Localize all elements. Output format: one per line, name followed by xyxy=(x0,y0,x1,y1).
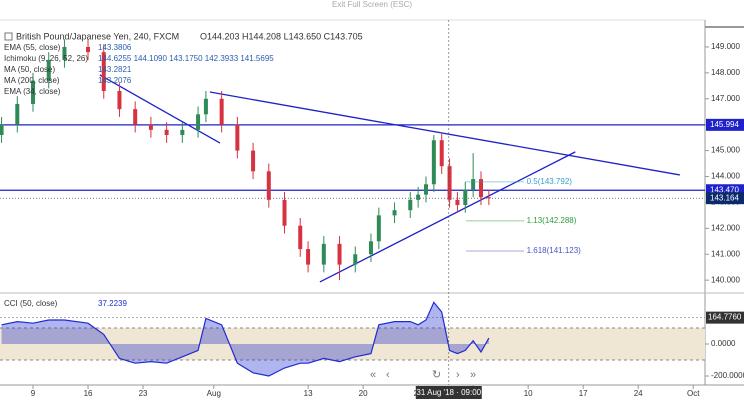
last-price-box xyxy=(706,192,744,205)
y-tick-label: 147.000 xyxy=(711,94,740,103)
candle-body xyxy=(368,241,373,255)
candle-body xyxy=(117,90,122,110)
candle-body xyxy=(298,225,303,250)
candle-body xyxy=(376,215,381,242)
candle-body xyxy=(353,254,358,265)
candle-body xyxy=(439,140,444,167)
indicator-name: EMA (55, close) xyxy=(4,43,61,52)
indicator-value: 143.2821 xyxy=(98,65,132,74)
indicator-value: 143.2076 xyxy=(98,76,132,85)
candle-body xyxy=(62,46,67,60)
x-tick-label: 24 xyxy=(634,389,643,398)
candle-body xyxy=(0,124,4,136)
cci-marker-label: 164.7760 xyxy=(708,313,742,322)
candle-body xyxy=(431,140,436,185)
candle-body xyxy=(337,243,342,265)
candle-body xyxy=(219,98,224,125)
y-tick-label: 148.000 xyxy=(711,68,740,77)
candle-body xyxy=(321,243,326,265)
candle-body xyxy=(392,210,397,216)
candle-body xyxy=(203,98,208,115)
candle-body xyxy=(15,103,20,125)
candle-body xyxy=(196,114,201,130)
nav-first[interactable]: « xyxy=(370,369,376,381)
trend-line xyxy=(209,91,680,176)
x-tick-label: 23 xyxy=(139,389,148,398)
cci-line xyxy=(1,301,490,377)
candle-body xyxy=(486,197,491,199)
candle-body xyxy=(416,194,421,200)
y-tick-label: 149.000 xyxy=(711,42,740,51)
crosshair-label: 31 Aug '18 · 09:00 xyxy=(416,388,481,397)
fib-label: 1.618(141.123) xyxy=(527,246,582,255)
cci-tick-label: 0.0000 xyxy=(711,339,736,348)
y-tick-label: 144.000 xyxy=(711,172,740,181)
y-tick-label: 145.000 xyxy=(711,146,740,155)
candle-body xyxy=(46,59,51,81)
fib-label: 1.13(142.288) xyxy=(527,216,577,225)
cci-pane: 0.0000 -200.0000 164.7760 xyxy=(0,301,744,380)
y-tick-label: 142.000 xyxy=(711,223,740,232)
cci-marker-box xyxy=(706,311,744,324)
candle-body xyxy=(423,184,428,195)
candle-body xyxy=(86,46,91,53)
candle-body xyxy=(266,171,271,200)
candle-body xyxy=(148,124,153,130)
candle-body xyxy=(447,166,452,200)
x-tick-label: 16 xyxy=(84,389,93,398)
cci-title: CCI (50, close) xyxy=(4,299,58,308)
last-price-label: 143.164 xyxy=(710,193,739,202)
level-label: 145.994 xyxy=(710,120,739,129)
nav-next[interactable]: › xyxy=(456,369,460,381)
collapse-icon[interactable] xyxy=(4,32,13,41)
candle-body xyxy=(251,150,256,172)
cci-value: 37.2239 xyxy=(98,299,127,308)
candle-body xyxy=(282,199,287,226)
indicator-name: MA (200, close) xyxy=(4,76,60,85)
fib-label: 0.5(143.792) xyxy=(527,177,573,186)
candle-body xyxy=(455,199,460,206)
candle-body xyxy=(133,109,138,125)
candle-body xyxy=(31,80,36,104)
candle-body xyxy=(306,249,311,265)
candle-body xyxy=(101,52,106,91)
candle-body xyxy=(235,124,240,151)
indicator-value: 143.3806 xyxy=(98,43,132,52)
x-tick-label: Aug xyxy=(207,389,221,398)
indicator-name: MA (50, close) xyxy=(4,65,55,74)
exit-fullscreen[interactable]: Exit Full Screen (ESC) xyxy=(332,0,412,9)
x-tick-label: 9 xyxy=(31,389,36,398)
candle-body xyxy=(463,189,468,206)
x-tick-label: 20 xyxy=(359,389,368,398)
indicator-name: Ichimoku (9, 26, 52, 26) xyxy=(4,54,88,63)
y-tick-label: 140.000 xyxy=(711,275,740,284)
x-tick-label: 13 xyxy=(304,389,313,398)
nav-prev[interactable]: ‹ xyxy=(386,369,390,381)
ohlc: O144.203 H144.208 L143.650 C143.705 xyxy=(200,31,363,41)
title: British Pound/Japanese Yen, 240, FXCM xyxy=(16,31,179,41)
trend-line xyxy=(319,151,576,283)
candle-body xyxy=(164,129,169,136)
nav-reset[interactable]: ↻ xyxy=(432,369,441,381)
candle-body xyxy=(471,179,476,190)
level-box xyxy=(706,118,744,131)
candle-body xyxy=(479,179,484,198)
cci-tick-label: -200.0000 xyxy=(711,371,744,380)
nav-last[interactable]: » xyxy=(470,369,476,381)
crosshair-box xyxy=(415,386,482,399)
y-tick-label: 141.000 xyxy=(711,249,740,258)
cci-area xyxy=(1,302,489,376)
indicator-value: 144.6255 144.1090 143.1750 142.3933 141.… xyxy=(98,54,274,63)
candle-body xyxy=(408,199,413,211)
indicator-name: EMA (34, close) xyxy=(4,87,61,96)
x-tick-label: 17 xyxy=(579,389,588,398)
candle-body xyxy=(180,129,185,136)
x-tick-label: 10 xyxy=(524,389,533,398)
level-label: 143.470 xyxy=(710,185,739,194)
overlay: British Pound/Japanese Yen, 240, FXCM O1… xyxy=(4,20,482,399)
x-tick-label: Oct xyxy=(687,389,700,398)
